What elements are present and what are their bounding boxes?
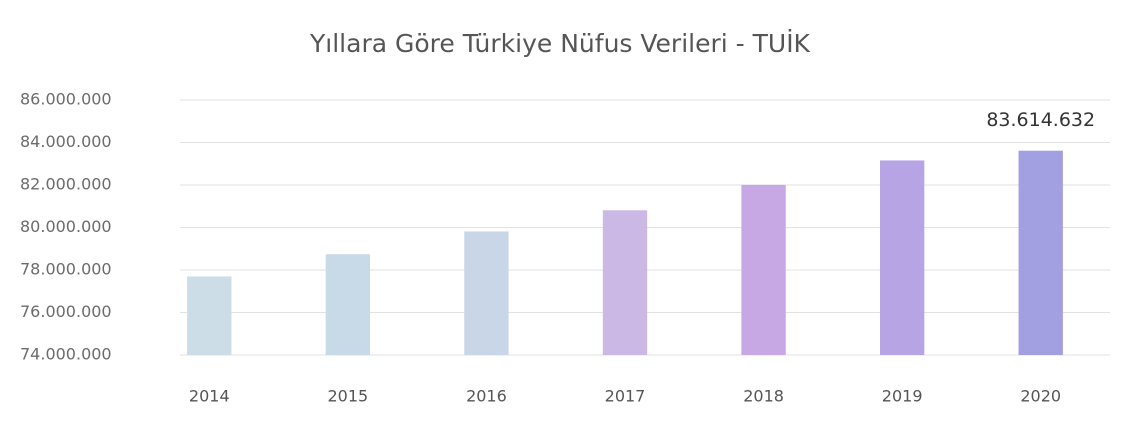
chart-title: Yıllara Göre Türkiye Nüfus Verileri - TU…: [309, 29, 811, 58]
y-tick-label: 86.000.000: [20, 90, 112, 109]
y-tick-label: 78.000.000: [20, 260, 112, 279]
y-tick-label: 76.000.000: [20, 302, 112, 321]
x-tick-label: 2018: [743, 387, 784, 406]
bar: [879, 160, 925, 355]
y-tick-label: 84.000.000: [20, 132, 112, 151]
bar: [741, 184, 786, 355]
x-tick-label: 2014: [189, 387, 230, 406]
bar: [187, 276, 232, 355]
y-tick-label: 82.000.000: [20, 175, 112, 194]
x-tick-label: 2017: [605, 387, 646, 406]
bar: [602, 210, 648, 355]
x-tick-label: 2016: [466, 387, 507, 406]
y-tick-label: 74.000.000: [20, 345, 112, 364]
data-label: 83.614.632: [986, 109, 1095, 131]
x-tick-label: 2019: [882, 387, 923, 406]
x-tick-label: 2020: [1020, 387, 1061, 406]
bar: [464, 231, 509, 355]
y-tick-label: 80.000.000: [20, 217, 112, 236]
bar: [325, 254, 371, 355]
bar: [1018, 150, 1063, 355]
x-tick-label: 2015: [327, 387, 368, 406]
